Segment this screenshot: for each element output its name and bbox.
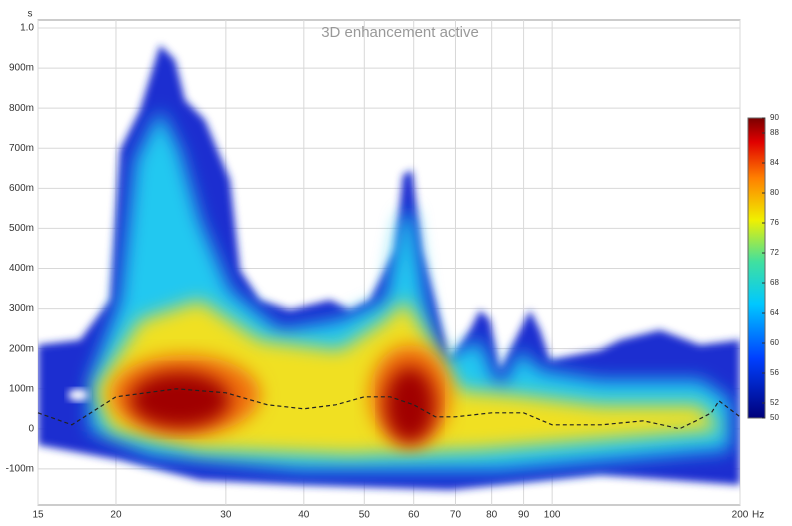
y-unit: s: [28, 9, 33, 20]
y-tick-label: 600m: [9, 183, 34, 194]
colorbar-tick-label: 84: [770, 158, 779, 167]
x-tick-label: 60: [408, 510, 420, 521]
x-tick-label: 50: [359, 510, 371, 521]
colorbar-tick-label: 76: [770, 218, 779, 227]
colorbar-tick-label: 52: [770, 398, 779, 407]
y-tick-label: 0: [28, 423, 34, 434]
decay-curve: [37, 388, 741, 430]
colorbar-tick-label: 68: [770, 278, 779, 287]
colorbar-tick-label: 72: [770, 248, 779, 257]
x-tick-label: 200: [732, 510, 749, 521]
chart-title: 3D enhancement active: [321, 24, 479, 41]
x-tick-label: 90: [518, 510, 530, 521]
colorbar-tick-label: 56: [770, 368, 779, 377]
colorbar-tick-label: 90: [770, 113, 779, 122]
heat-red: [385, 367, 435, 443]
colorbar-tick-label: 64: [770, 308, 779, 317]
x-tick-label: 15: [32, 510, 44, 521]
x-tick-label: 70: [450, 510, 462, 521]
colorbar-tick-label: 88: [770, 128, 779, 137]
y-tick-label: 200m: [9, 343, 34, 354]
x-tick-label: 100: [544, 510, 561, 521]
heatmap: [38, 45, 740, 490]
x-unit: Hz: [752, 510, 764, 521]
y-tick-label: 100m: [9, 383, 34, 394]
heat-red: [130, 372, 230, 428]
colorbar: [747, 117, 766, 419]
y-tick-label: 1.0: [20, 23, 34, 34]
x-tick-label: 80: [486, 510, 498, 521]
series-line: [37, 388, 741, 430]
x-tick-label: 30: [220, 510, 232, 521]
x-tick-label: 20: [110, 510, 122, 521]
y-tick-label: -100m: [6, 464, 34, 475]
heat-hole: [68, 389, 88, 401]
y-tick-label: 400m: [9, 263, 34, 274]
colorbar-tick-label: 80: [770, 188, 779, 197]
y-tick-label: 900m: [9, 63, 34, 74]
y-tick-label: 800m: [9, 103, 34, 114]
y-tick-label: 300m: [9, 303, 34, 314]
x-tick-label: 40: [298, 510, 310, 521]
colorbar-tick-label: 50: [770, 413, 779, 422]
y-tick-label: 500m: [9, 223, 34, 234]
colorbar-tick-label: 60: [770, 338, 779, 347]
y-tick-label: 700m: [9, 143, 34, 154]
